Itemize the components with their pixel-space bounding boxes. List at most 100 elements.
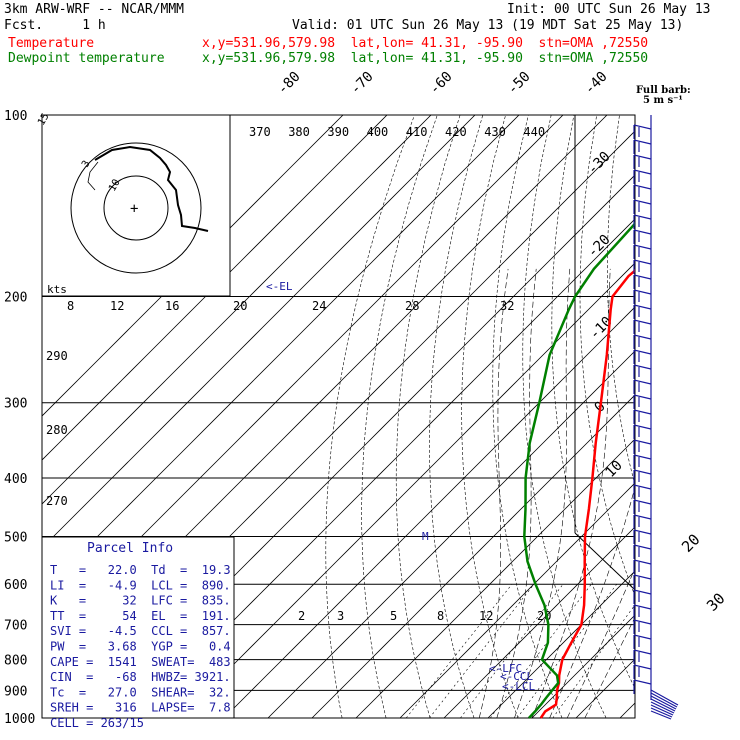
wind-barb-feather	[633, 529, 652, 535]
temperature-legend-info: x,y=531.96,579.98 lat,lon= 41.31, -95.90…	[202, 36, 649, 51]
wind-barb	[633, 139, 652, 154]
mixing-ratio-line	[405, 584, 513, 719]
wind-barb-feather	[633, 664, 652, 670]
wind-barb-lowlevel	[650, 701, 675, 714]
isotherm-line	[42, 115, 432, 505]
mixing-ratio-label: 12	[479, 609, 493, 623]
wind-barb-feather	[633, 124, 652, 130]
sounding-annotation: <-EL	[266, 280, 293, 293]
dry-adiabat-line	[660, 115, 740, 718]
sounding-annotation: M	[422, 530, 429, 543]
dry-adiabat-line	[325, 115, 415, 719]
mixing-ratio-line	[429, 584, 535, 719]
hodograph-box	[41, 114, 231, 297]
wind-barb	[633, 319, 652, 334]
wind-barb-feather	[633, 364, 652, 370]
moist-adiabat-line	[478, 268, 509, 719]
dry-adiabat-line	[633, 193, 635, 293]
pressure-tick-label: 900	[4, 684, 27, 699]
isotherm-line	[311, 394, 635, 719]
moist-adiabat-line	[514, 268, 571, 719]
hodograph-center: +	[130, 201, 138, 217]
wind-barb-feather	[633, 574, 652, 580]
wind-speed-label: 16	[165, 299, 179, 313]
wind-barb-feather	[633, 514, 652, 520]
wind-barb	[633, 184, 652, 199]
theta-label: 440	[523, 125, 545, 139]
theta-label: 410	[406, 125, 428, 139]
parcel-info-row: Tc = 27.0 SHEAR= 32.	[50, 685, 231, 699]
dry-adiabat-line	[685, 115, 740, 718]
isotherm-line	[42, 115, 388, 461]
dewpoint-legend-name: Dewpoint temperature	[8, 51, 165, 66]
wind-barb-lowlevel	[650, 692, 678, 708]
valid-time: Valid: 01 UTC Sun 26 May 13 (19 MDT Sat …	[292, 18, 684, 33]
isotherm-line	[267, 350, 635, 719]
dry-adiabat-line	[551, 115, 635, 690]
wind-barb	[633, 574, 652, 589]
isotherm-line	[664, 115, 740, 718]
wind-barb	[633, 124, 652, 139]
wind-speed-label: 12	[110, 299, 124, 313]
wind-speed-label: 20	[233, 299, 247, 313]
theta-label: 290	[46, 349, 68, 363]
wind-barb-feather	[633, 334, 652, 340]
isotherm-label: 20	[678, 530, 704, 556]
pressure-tick-label: 600	[4, 578, 27, 593]
hodograph-trace	[94, 145, 209, 232]
parcel-info-row: T = 22.0 Td = 19.3	[50, 563, 231, 577]
pressure-tick-label: 700	[4, 619, 27, 634]
isotherm-label: -50	[505, 69, 534, 98]
wind-barb-feather	[633, 184, 652, 190]
pressure-tick-label: 200	[4, 291, 27, 306]
sounding-annotation: <-CCL	[500, 670, 533, 683]
mixing-ratio-label: 3	[337, 609, 344, 623]
isotherm-label: -70	[348, 69, 377, 98]
wind-barb	[633, 664, 652, 679]
wind-barb-lowlevel	[650, 689, 679, 706]
sounding-annotation: <-LFC	[489, 662, 522, 675]
init-time: Init: 00 UTC Sun 26 May 13	[507, 2, 711, 17]
hodograph-label: 10	[107, 178, 123, 194]
mixing-ratio-line	[490, 584, 592, 719]
isotherm-label: -30	[585, 149, 614, 178]
wind-speed-label: 8	[67, 299, 74, 313]
pressure-tick-label: 800	[4, 654, 27, 669]
parcel-info-row: CIN = -68 HWBZ= 3921.	[50, 670, 231, 684]
wind-barb	[633, 214, 652, 229]
wind-barb	[633, 274, 652, 289]
wind-barb	[633, 439, 652, 454]
wind-barb	[633, 649, 652, 664]
wind-barb-feather	[633, 559, 652, 565]
isotherm-line	[531, 614, 635, 719]
wind-barb-lowlevel	[650, 695, 677, 710]
parcel-info-row: CAPE = 1541 SWEAT= 483	[50, 655, 231, 669]
wind-barb	[633, 604, 652, 619]
wind-barb	[633, 544, 652, 559]
parcel-info-box	[41, 536, 235, 719]
wind-barb-feather	[633, 589, 652, 595]
mixing-ratio-line	[460, 584, 564, 719]
wind-barb-feather	[633, 469, 652, 475]
temperature-legend-name: Temperature	[8, 36, 95, 51]
dry-adiabat-line	[579, 115, 635, 597]
isotherm-label: 10	[603, 458, 626, 481]
wind-barb-feather	[633, 619, 652, 625]
isotherm-line	[619, 702, 635, 719]
wind-barb	[633, 154, 652, 169]
isotherm-line	[487, 570, 635, 719]
isotherm-line	[42, 115, 476, 549]
isotherm-line	[355, 438, 635, 719]
theta-label: 370	[249, 125, 271, 139]
wind-barb-feather	[633, 154, 652, 160]
wind-barb	[633, 499, 652, 514]
moist-adiabat-line	[496, 268, 537, 719]
wind-barb	[633, 589, 652, 604]
wind-barb	[633, 379, 652, 394]
wind-barb-feather	[633, 199, 652, 205]
plot-frame	[41, 114, 636, 719]
wind-barb	[633, 304, 652, 319]
mixing-ratio-line	[552, 604, 635, 719]
wind-barb	[633, 424, 652, 439]
wind-barb-feather	[633, 349, 652, 355]
